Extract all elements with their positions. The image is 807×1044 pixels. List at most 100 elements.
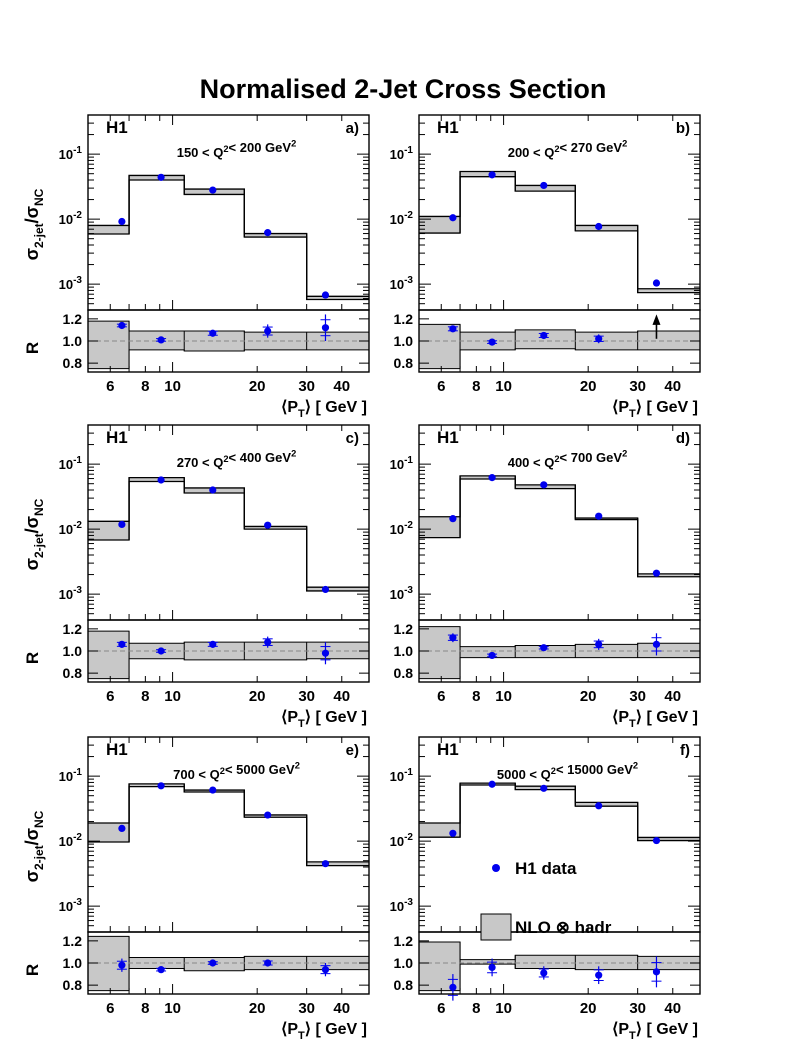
x-tick-label: 40 (664, 1000, 681, 1017)
top-plot: 10-1 10-2 10-3 H1 c) 270 < Q2< 400 GeV2 σ2-jet… (22, 424, 370, 621)
q2-range-label: 400 < Q2< 700 GeV2 (508, 449, 628, 470)
nlo-band (306, 861, 369, 866)
data-point (264, 229, 272, 237)
ratio-plot: 0.8 1.0 1.2 6 8 10 20 30 40 ⟨PT⟩ [ GeV ] (394, 619, 701, 730)
nlo-band (460, 783, 516, 786)
x-tick-label: 20 (580, 688, 597, 705)
ratio-band-edge (88, 630, 369, 644)
data-point (488, 780, 496, 788)
ratio-point (209, 959, 217, 967)
data-point (595, 512, 603, 520)
x-tick-label: 8 (141, 378, 149, 395)
nlo-band (129, 175, 185, 180)
top-plot: 10-1 10-2 10-3 H1 f) 5000 < Q2< 15000 GeV2 (390, 736, 701, 933)
ratio-point (157, 336, 165, 344)
experiment-label: H1 (106, 118, 128, 137)
y-axis-label-ratio: R (23, 964, 42, 976)
ratio-point (449, 325, 457, 333)
y-tick-label: 10-3 (390, 585, 414, 602)
data-point (449, 829, 457, 837)
data-point (209, 486, 217, 494)
experiment-label: H1 (106, 740, 128, 759)
ratio-band-edge (88, 349, 369, 370)
q2-range-label: 700 < Q2< 5000 GeV2 (173, 761, 300, 782)
ratio-point (118, 321, 126, 330)
data-point (595, 222, 603, 231)
q2-range-label: 5000 < Q2< 15000 GeV2 (497, 761, 638, 782)
nlo-band (244, 526, 307, 530)
ratio-plot: 0.8 1.0 1.2 6 8 10 20 30 40 ⟨PT⟩ [ GeV ] (394, 309, 701, 420)
ratio-band (129, 331, 185, 350)
nlo-band (306, 296, 369, 300)
ratio-y-tick-label: 1.2 (63, 933, 83, 949)
ratio-point (321, 966, 330, 974)
ratio-plot: 0.8 1.0 1.2 6 8 10 20 30 40 R ⟨PT⟩ [ GeV ] (23, 309, 370, 420)
ratio-band-edge (419, 348, 700, 370)
ratio-point (449, 634, 457, 642)
ratio-y-tick-label: 1.2 (394, 933, 414, 949)
q2-range-label: 270 < Q2< 400 GeV2 (177, 449, 297, 470)
data-point (157, 476, 165, 484)
ratio-band (575, 955, 638, 970)
ratio-point (264, 638, 272, 646)
data-point (488, 474, 496, 482)
nlo-step-line (419, 782, 700, 839)
y-tick-label: 10-1 (59, 455, 83, 472)
x-tick-label: 8 (472, 378, 480, 395)
legend-band-swatch (480, 913, 512, 941)
ratio-y-tick-label: 1.0 (394, 643, 414, 659)
y-tick-label: 10-2 (390, 832, 414, 849)
ratio-band (637, 643, 700, 658)
x-tick-label: 30 (629, 1000, 646, 1017)
x-tick-label: 10 (495, 378, 512, 395)
x-axis-label: ⟨PT⟩ [ GeV ] (612, 399, 698, 420)
ratio-band (515, 645, 576, 658)
ratio-y-tick-label: 1.0 (63, 955, 83, 971)
data-point (540, 181, 548, 190)
ratio-point (488, 963, 496, 972)
panel-id: f) (680, 742, 690, 759)
ratio-point (209, 640, 217, 648)
q2-range-label: 150 < Q2< 200 GeV2 (177, 139, 297, 160)
x-tick-label: 6 (106, 688, 114, 705)
data-point (157, 782, 165, 790)
ratio-point (488, 338, 496, 346)
nlo-band (88, 225, 130, 235)
ratio-point (488, 651, 496, 660)
data-point (652, 836, 661, 845)
x-tick-label: 30 (298, 1000, 315, 1017)
nlo-band (419, 516, 461, 538)
x-tick-label: 6 (437, 378, 445, 395)
ratio-band (184, 331, 245, 351)
experiment-label: H1 (437, 740, 459, 759)
data-point (652, 279, 661, 287)
top-plot: 10-1 10-2 10-3 H1 b) 200 < Q2< 270 GeV2 (390, 114, 701, 311)
y-tick-label: 10-1 (59, 145, 83, 162)
data-point (321, 860, 330, 868)
ratio-y-tick-label: 1.0 (63, 643, 83, 659)
ratio-arrow-head (652, 314, 661, 325)
y-axis-label-top: σ2-jet/σNC (22, 810, 46, 882)
x-tick-label: 40 (333, 688, 350, 705)
nlo-band (460, 475, 516, 480)
panel-6: 10-1 10-2 10-3 H1 f) 5000 < Q2< 15000 GeV2 0.8… (390, 736, 701, 1042)
legend-data-label: H1 data (515, 859, 577, 878)
ratio-point (540, 644, 548, 652)
ratio-y-tick-label: 0.8 (394, 355, 414, 371)
x-tick-label: 40 (664, 688, 681, 705)
x-tick-label: 40 (333, 1000, 350, 1017)
ratio-y-tick-label: 0.8 (63, 977, 83, 993)
y-tick-label: 10-2 (390, 520, 414, 537)
ratio-point (652, 640, 661, 648)
panel-id: e) (346, 742, 359, 759)
ratio-point (118, 640, 126, 648)
data-point (118, 217, 126, 226)
nlo-band (575, 802, 638, 807)
ratio-point (321, 324, 330, 332)
x-tick-label: 6 (106, 1000, 114, 1017)
x-axis-label: ⟨PT⟩ [ GeV ] (281, 709, 367, 730)
data-point (118, 824, 126, 833)
x-axis-label: ⟨PT⟩ [ GeV ] (281, 399, 367, 420)
data-point (209, 186, 217, 194)
panel-4: 10-1 10-2 10-3 H1 d) 400 < Q2< 700 GeV2 0.8 1.0… (390, 424, 701, 730)
